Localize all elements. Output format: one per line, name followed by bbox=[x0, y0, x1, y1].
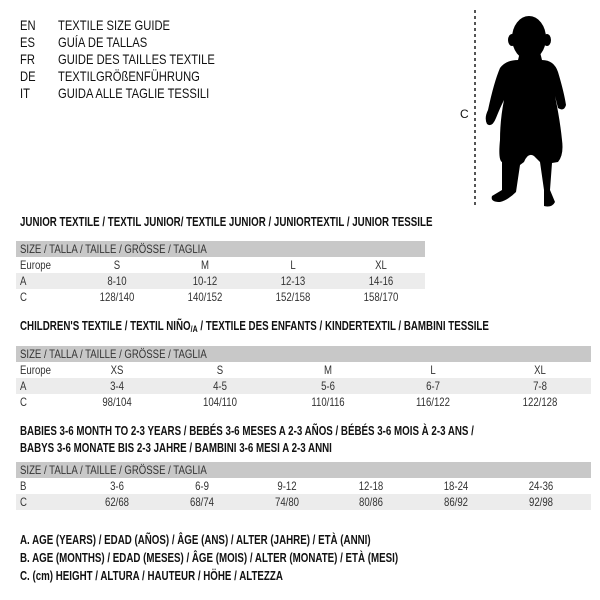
row-label: B bbox=[20, 479, 27, 493]
table-cell: 12-18 bbox=[358, 479, 384, 493]
height-measure-label: C bbox=[460, 107, 469, 121]
table-cell: 4-5 bbox=[213, 379, 227, 393]
size-header-label: SIZE / TALLA / TAILLE / GRÖSSE / TAGLIA bbox=[20, 347, 207, 361]
legend-c: C. (cm) HEIGHT / ALTURA / HAUTEUR / HÖHE… bbox=[20, 569, 283, 583]
row-label: C bbox=[20, 395, 27, 409]
table-cell: 62/68 bbox=[104, 495, 130, 509]
table-cell: 7-8 bbox=[533, 379, 547, 393]
table-row: C 128/140 140/152 152/158 158/170 bbox=[16, 289, 425, 305]
table-cell: 3-6 bbox=[110, 479, 124, 493]
size-header-row: SIZE / TALLA / TAILLE / GRÖSSE / TAGLIA bbox=[16, 346, 591, 362]
table-row: A 8-10 10-12 12-13 14-16 bbox=[16, 273, 425, 289]
language-title: TEXTILE SIZE GUIDE bbox=[58, 17, 171, 33]
table-row: B 3-6 6-9 9-12 12-18 18-24 24-36 bbox=[16, 478, 591, 494]
table-cell: XS bbox=[110, 363, 124, 377]
children-section-title: CHILDREN'S TEXTILE / TEXTIL NIÑO/A / TEX… bbox=[20, 319, 489, 334]
table-cell: 10-12 bbox=[192, 274, 218, 288]
row-label: Europe bbox=[20, 363, 51, 377]
table-cell: 74/80 bbox=[274, 495, 300, 509]
table-row: C 98/104 104/110 110/116 116/122 122/128 bbox=[16, 394, 591, 410]
table-cell: 152/158 bbox=[275, 290, 311, 304]
table-cell: 122/128 bbox=[522, 395, 558, 409]
row-label: A bbox=[20, 274, 27, 288]
table-cell: 8-10 bbox=[107, 274, 127, 288]
table-cell: L bbox=[430, 363, 436, 377]
babies-section-title-line2: BABYS 3-6 MONATE BIS 2-3 JAHRE / BAMBINI… bbox=[20, 441, 332, 455]
language-code: ES bbox=[20, 34, 35, 50]
table-cell: XL bbox=[375, 258, 387, 272]
table-cell: 128/140 bbox=[99, 290, 135, 304]
table-cell: 18-24 bbox=[443, 479, 469, 493]
table-cell: 98/104 bbox=[102, 395, 132, 409]
table-cell: 6-7 bbox=[426, 379, 440, 393]
table-cell: 158/170 bbox=[363, 290, 399, 304]
table-row: A 3-4 4-5 5-6 6-7 7-8 bbox=[16, 378, 591, 394]
language-code: DE bbox=[20, 68, 36, 84]
table-cell: 5-6 bbox=[321, 379, 335, 393]
junior-size-table: SIZE / TALLA / TAILLE / GRÖSSE / TAGLIA E… bbox=[16, 241, 425, 305]
table-cell: 140/152 bbox=[187, 290, 223, 304]
language-title: GUÍA DE TALLAS bbox=[58, 34, 148, 50]
babies-section-title: BABIES 3-6 MONTH TO 2-3 YEARS / BEBÉS 3-… bbox=[20, 424, 474, 438]
row-label: C bbox=[20, 290, 27, 304]
language-title: GUIDA ALLE TAGLIE TESSILI bbox=[58, 85, 210, 101]
size-header-label: SIZE / TALLA / TAILLE / GRÖSSE / TAGLIA bbox=[20, 242, 207, 256]
table-cell: 80/86 bbox=[358, 495, 384, 509]
table-cell: XL bbox=[534, 363, 546, 377]
size-header-row: SIZE / TALLA / TAILLE / GRÖSSE / TAGLIA bbox=[16, 462, 591, 478]
table-cell: S bbox=[216, 363, 224, 377]
language-code: FR bbox=[20, 51, 35, 67]
table-cell: 14-16 bbox=[368, 274, 394, 288]
table-row: Europe S M L XL bbox=[16, 257, 425, 273]
table-cell: 116/122 bbox=[416, 395, 450, 409]
legend-b: B. AGE (MONTHS) / EDAD (MESES) / ÂGE (MO… bbox=[20, 551, 399, 565]
children-size-table: SIZE / TALLA / TAILLE / GRÖSSE / TAGLIA E… bbox=[16, 346, 591, 410]
table-cell: L bbox=[290, 258, 296, 272]
table-cell: 24-36 bbox=[528, 479, 554, 493]
table-row: C 62/68 68/74 74/80 80/86 86/92 92/98 bbox=[16, 494, 591, 510]
babies-size-table: SIZE / TALLA / TAILLE / GRÖSSE / TAGLIA B… bbox=[16, 462, 591, 510]
table-cell: 3-4 bbox=[110, 379, 124, 393]
table-cell: 6-9 bbox=[195, 479, 209, 493]
language-title: GUIDE DES TAILLES TEXTILE bbox=[58, 51, 215, 67]
table-cell: S bbox=[113, 258, 121, 272]
size-header-label: SIZE / TALLA / TAILLE / GRÖSSE / TAGLIA bbox=[20, 463, 207, 477]
row-label: A bbox=[20, 379, 27, 393]
language-code: EN bbox=[20, 17, 36, 33]
table-cell: 12-13 bbox=[280, 274, 306, 288]
table-cell: 9-12 bbox=[277, 479, 297, 493]
legend-a: A. AGE (YEARS) / EDAD (AÑOS) / ÂGE (ANS)… bbox=[20, 533, 371, 547]
table-row: Europe XS S M L XL bbox=[16, 362, 591, 378]
row-label: Europe bbox=[20, 258, 51, 272]
language-code: IT bbox=[20, 85, 30, 101]
table-cell: M bbox=[201, 258, 209, 272]
size-header-row: SIZE / TALLA / TAILLE / GRÖSSE / TAGLIA bbox=[16, 241, 425, 257]
table-cell: 92/98 bbox=[528, 495, 554, 509]
row-label: C bbox=[20, 495, 27, 509]
language-title: TEXTILGRÖßENFÜHRUNG bbox=[58, 68, 200, 84]
table-cell: 104/110 bbox=[203, 395, 237, 409]
table-cell: 68/74 bbox=[189, 495, 215, 509]
table-cell: 86/92 bbox=[443, 495, 469, 509]
table-cell: 110/116 bbox=[311, 395, 345, 409]
table-cell: M bbox=[324, 363, 332, 377]
junior-section-title: JUNIOR TEXTILE / TEXTIL JUNIOR/ TEXTILE … bbox=[20, 215, 433, 229]
child-silhouette-icon bbox=[474, 10, 566, 207]
